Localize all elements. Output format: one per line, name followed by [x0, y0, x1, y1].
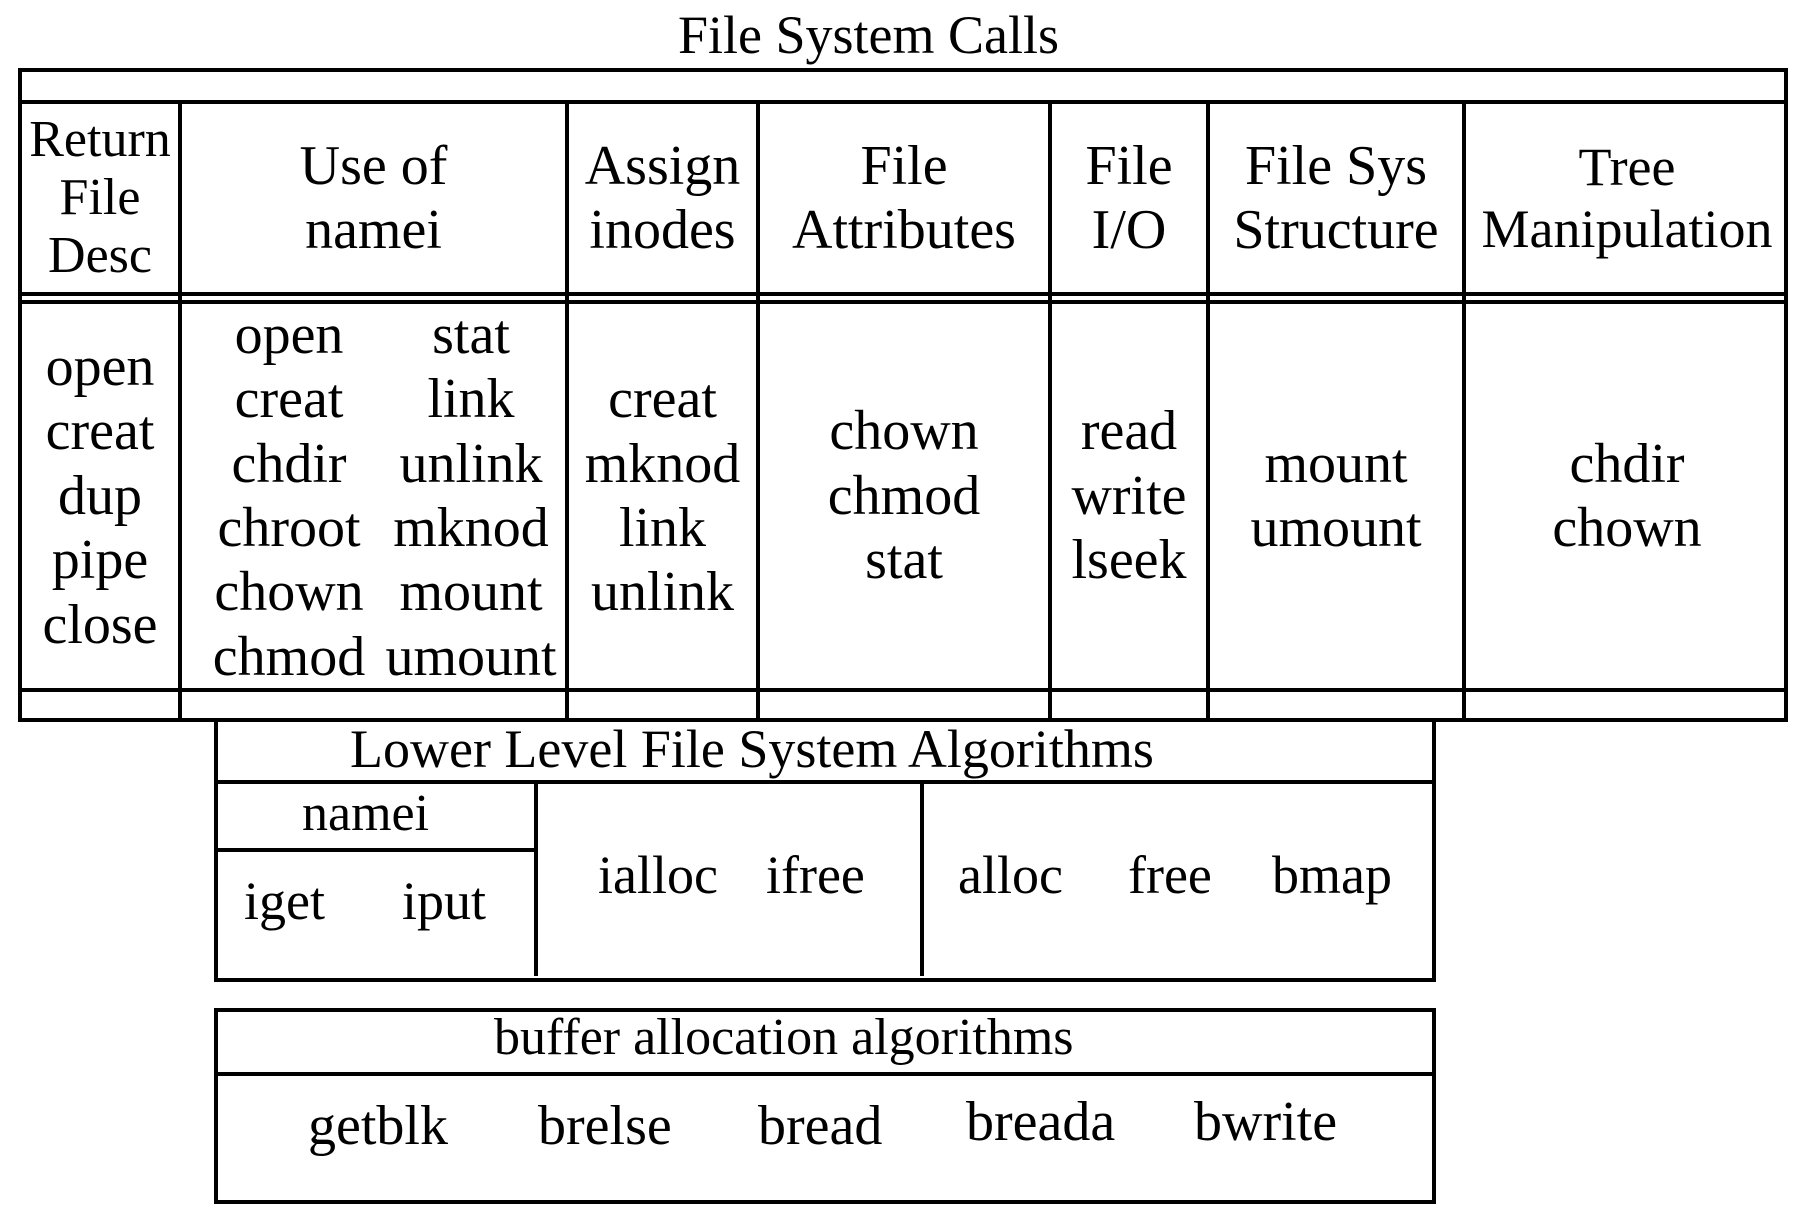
inode-alloc-divider: [920, 780, 924, 976]
cell-file-attributes: chown chmod stat: [760, 304, 1048, 688]
syscall-item: chown: [1552, 497, 1702, 559]
header-line: File: [59, 168, 141, 226]
syscall-item: link: [427, 368, 515, 431]
syscall-item: unlink: [590, 561, 735, 624]
namei-label-rule: [214, 848, 538, 852]
syscall-item: open: [45, 336, 155, 399]
ifree-label: ifree: [766, 845, 865, 905]
body-top-rule: [18, 300, 1788, 304]
syscall-item: link: [618, 497, 707, 559]
header-line: namei: [305, 199, 442, 261]
syscall-item: chown: [829, 400, 979, 463]
buffer-title-rule: [214, 1072, 1436, 1076]
header-line: Use of: [299, 134, 448, 197]
syscall-item: creat: [608, 368, 717, 431]
syscall-item: close: [42, 593, 158, 656]
cell-file-io: read write lseek: [1052, 304, 1206, 688]
header-file-io: File I/O: [1052, 104, 1206, 292]
syscall-item: mknod: [393, 497, 549, 559]
syscall-item: chdir: [1569, 432, 1685, 495]
brelse-label: brelse: [538, 1095, 672, 1157]
column-divider: [178, 100, 182, 722]
header-line: Assign: [584, 134, 741, 197]
syscall-item: write: [1071, 464, 1187, 527]
namei-label: namei: [302, 785, 430, 842]
syscall-item: umount: [1250, 497, 1422, 559]
header-assign-inodes: Assign inodes: [569, 104, 756, 292]
syscall-item: read: [1080, 400, 1178, 463]
header-line: File: [860, 134, 948, 197]
header-line: I/O: [1091, 199, 1167, 261]
cell-return-file-desc: open creat dup pipe close: [22, 304, 178, 688]
bread-label: bread: [758, 1095, 883, 1157]
header-line: inodes: [589, 199, 736, 261]
syscall-item: unlink: [399, 432, 543, 495]
syscall-item: chown: [214, 561, 364, 624]
cell-use-of-namei-right: stat link unlink mknod mount umount: [378, 304, 564, 688]
header-return-file-desc: Return File Desc: [22, 104, 178, 292]
iget-label: iget: [244, 871, 325, 931]
syscall-item: pipe: [51, 529, 149, 592]
ialloc-label: ialloc: [598, 845, 718, 905]
syscall-item: stat: [865, 529, 943, 592]
cell-assign-inodes: creat mknod link unlink: [569, 304, 756, 688]
column-divider: [756, 100, 760, 722]
header-line: File Sys: [1244, 134, 1428, 197]
iput-label: iput: [402, 871, 487, 931]
syscall-item: open: [234, 303, 344, 366]
breada-label: breada: [966, 1091, 1116, 1153]
header-top-rule: [18, 100, 1788, 104]
free-label: free: [1128, 845, 1212, 905]
namei-divider: [534, 780, 538, 976]
header-line: Tree: [1578, 136, 1676, 197]
alloc-label: alloc: [958, 845, 1063, 905]
cell-use-of-namei-left: open creat chdir chroot chown chmod: [196, 304, 382, 688]
body-bottom-rule: [18, 688, 1788, 692]
syscall-item: chdir: [231, 432, 347, 495]
syscall-item: chmod: [827, 464, 981, 527]
header-tree-manipulation: Tree Manipulation: [1466, 104, 1788, 292]
header-line: Return: [29, 110, 171, 168]
syscall-item: dup: [58, 464, 142, 527]
header-bottom-rule: [18, 292, 1788, 296]
header-file-attributes: File Attributes: [760, 104, 1048, 292]
cell-file-sys-structure: mount umount: [1210, 304, 1462, 688]
column-divider: [565, 100, 569, 722]
header-line: Structure: [1233, 199, 1439, 261]
syscall-item: chmod: [212, 625, 366, 688]
column-divider: [1048, 100, 1052, 722]
getblk-label: getblk: [308, 1095, 448, 1157]
header-line: File: [1085, 134, 1173, 197]
cell-tree-manipulation: chdir chown: [1466, 304, 1788, 688]
syscall-item: stat: [432, 303, 510, 366]
syscall-item: umount: [385, 625, 557, 688]
header-file-sys-structure: File Sys Structure: [1210, 104, 1462, 292]
lower-level-title-rule: [214, 780, 1436, 784]
syscall-item: creat: [45, 400, 155, 463]
header-line: Attributes: [792, 199, 1016, 261]
header-use-of-namei: Use of namei: [182, 104, 565, 292]
header-line: Manipulation: [1481, 199, 1773, 259]
syscall-item: mount: [399, 561, 543, 624]
header-line: Desc: [48, 227, 152, 285]
bmap-label: bmap: [1272, 845, 1392, 905]
syscall-item: mknod: [584, 432, 741, 495]
buffer-title: buffer allocation algorithms: [494, 1009, 1074, 1066]
bwrite-label: bwrite: [1194, 1091, 1338, 1153]
syscall-item: mount: [1264, 432, 1408, 495]
lower-level-title: Lower Level File System Algorithms: [350, 719, 1154, 779]
column-divider: [1462, 100, 1466, 722]
syscall-item: chroot: [217, 497, 361, 559]
syscall-item: creat: [234, 368, 344, 431]
buffer-box: [214, 1008, 1436, 1204]
column-divider: [1206, 100, 1210, 722]
syscall-item: lseek: [1071, 529, 1187, 592]
diagram-title: File System Calls: [678, 5, 1060, 65]
